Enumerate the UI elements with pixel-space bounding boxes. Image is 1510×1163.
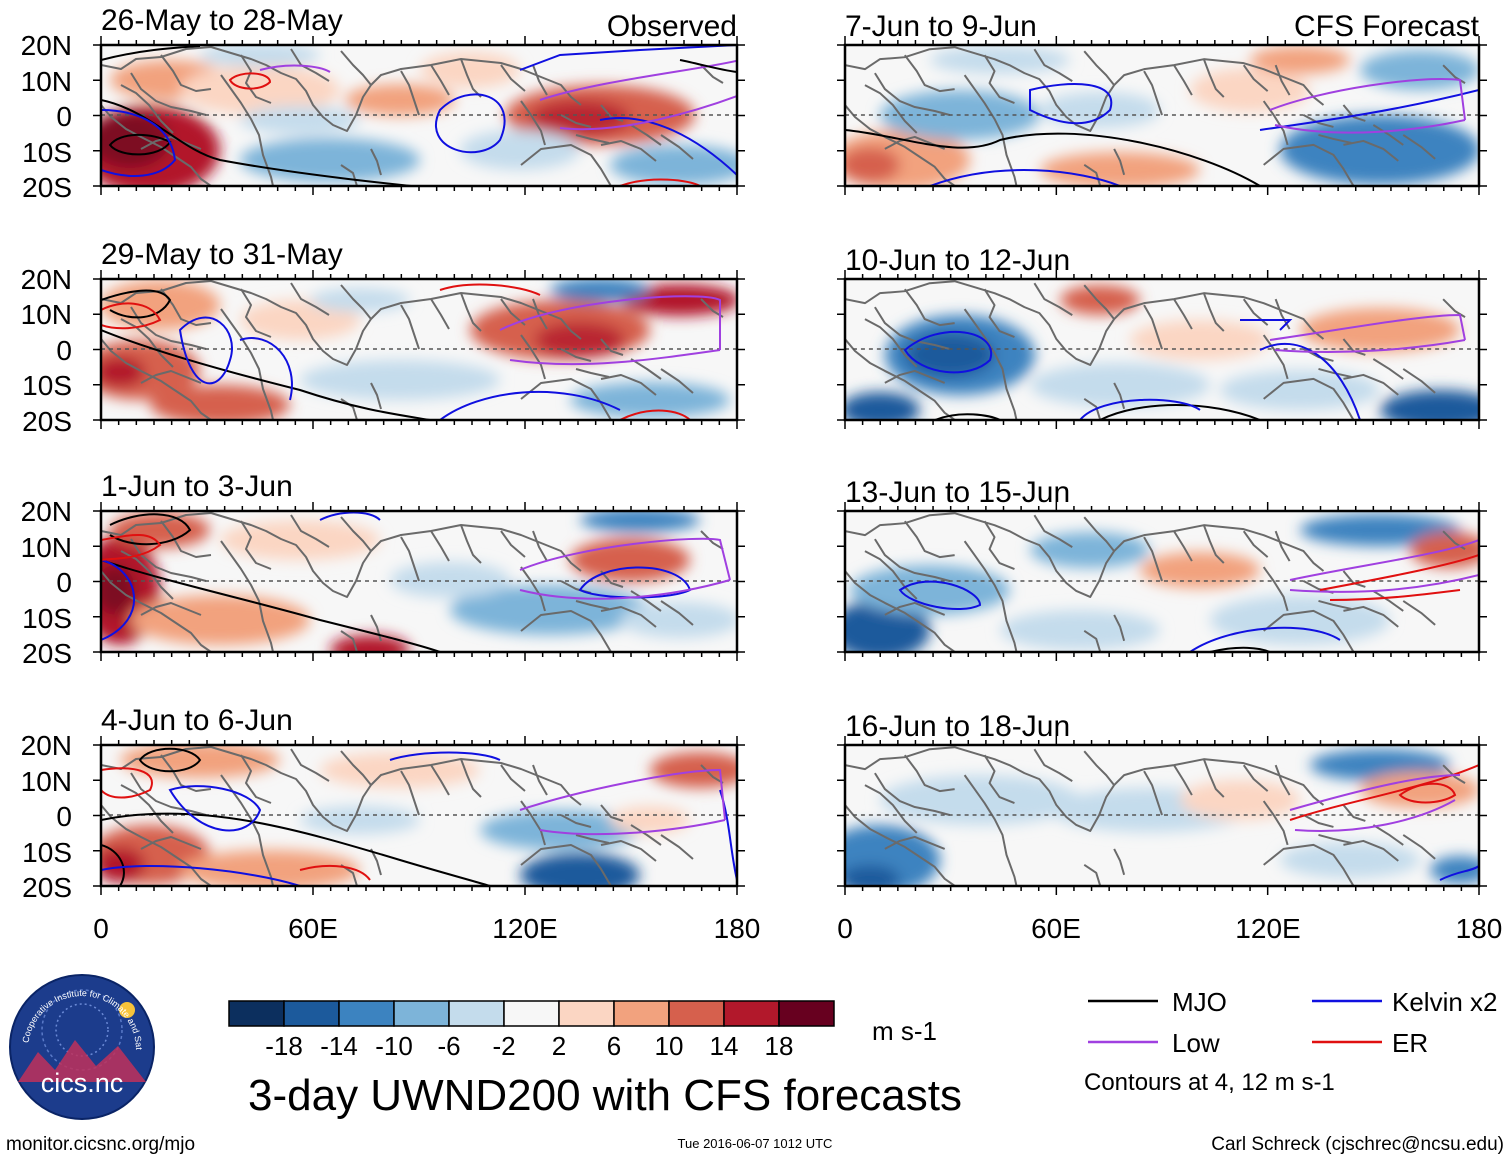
lon-label: 180 — [1456, 913, 1503, 944]
colorbar-swatch — [668, 1000, 725, 1027]
panel-title: 29-May to 31-May — [101, 238, 343, 271]
lat-label: 0 — [56, 335, 72, 366]
panel-title: 4-Jun to 6-Jun — [101, 704, 293, 737]
map-panel-forecast-4 — [845, 745, 1479, 886]
panel-title: 1-Jun to 3-Jun — [101, 470, 293, 503]
colorbar-swatch — [283, 1000, 340, 1027]
panel-title: 7-Jun to 9-Jun — [845, 10, 1037, 43]
footer-url[interactable]: monitor.cicsnc.org/mjo — [6, 1134, 195, 1155]
lon-label: 120E — [1235, 913, 1300, 944]
lat-label: 20N — [21, 496, 72, 527]
colorbar-label: -18 — [265, 1031, 303, 1061]
colorbar-label: 14 — [710, 1031, 739, 1061]
panel-title: 16-Jun to 18-Jun — [845, 710, 1070, 743]
colorbar-swatch — [778, 1000, 835, 1027]
map-panel-observed-2 — [101, 279, 737, 420]
lat-label: 10S — [22, 837, 72, 868]
map-panel-observed-4 — [101, 745, 737, 886]
lat-label: 10S — [22, 370, 72, 401]
lon-label: 0 — [837, 913, 853, 944]
latitude-labels: 20N 10N 0 10S 20S 20N 10N 0 10S 20S 20N … — [21, 30, 72, 903]
footer-timestamp: Tue 2016-06-07 1012 UTC — [678, 1136, 833, 1151]
longitude-labels: 0 60E 120E 180 0 60E 120E 180 — [93, 913, 1502, 944]
lon-label: 0 — [93, 913, 109, 944]
lat-label: 0 — [56, 101, 72, 132]
colorbar-labels: -18 -14 -10 -6 -2 2 6 10 14 18 — [265, 1031, 793, 1061]
lat-label: 20N — [21, 30, 72, 61]
panel-title: 10-Jun to 12-Jun — [845, 244, 1070, 277]
panel-frames — [93, 36, 1487, 895]
legend-label-low: Low — [1172, 1028, 1220, 1058]
lon-label: 180 — [714, 913, 761, 944]
lat-label: 20N — [21, 730, 72, 761]
panel-title: 26-May to 28-May — [101, 4, 343, 37]
map-panel-forecast-2 — [845, 279, 1479, 420]
legend-label-kelvin: Kelvin x2 — [1392, 987, 1498, 1017]
lat-label: 10N — [21, 532, 72, 563]
lat-label: 10N — [21, 766, 72, 797]
lat-label: 20S — [22, 638, 72, 669]
lon-label: 60E — [288, 913, 338, 944]
footer-author: Carl Schreck (cjschrec@ncsu.edu) — [1211, 1134, 1504, 1155]
lat-label: 0 — [56, 567, 72, 598]
main-title: 3-day UWND200 with CFS forecasts — [248, 1071, 962, 1120]
colorbar-label: 18 — [765, 1031, 794, 1061]
colorbar-swatch — [723, 1000, 780, 1027]
map-panel-observed-1 — [101, 45, 737, 186]
colorbar-label: 10 — [655, 1031, 684, 1061]
colorbar — [228, 1000, 835, 1027]
logo-text: cics.nc — [41, 1068, 124, 1098]
panel-titles: 26-May to 28-May 29-May to 31-May 1-Jun … — [101, 4, 1480, 743]
lat-label: 10N — [21, 299, 72, 330]
observed-header: Observed — [607, 10, 737, 43]
colorbar-label: -2 — [492, 1031, 515, 1061]
colorbar-swatch — [338, 1000, 395, 1027]
colorbar-swatch — [448, 1000, 505, 1027]
lat-label: 20S — [22, 406, 72, 437]
colorbar-label: -14 — [320, 1031, 358, 1061]
lat-label: 10N — [21, 66, 72, 97]
lon-label: 120E — [492, 913, 557, 944]
colorbar-swatch — [228, 1000, 285, 1027]
lat-label: 0 — [56, 801, 72, 832]
colorbar-label: -6 — [437, 1031, 460, 1061]
lat-label: 20S — [22, 172, 72, 203]
forecast-header: CFS Forecast — [1294, 10, 1480, 43]
contour-legend: MJO Kelvin x2 Low ER Contours at 4, 12 m… — [1084, 987, 1498, 1096]
colorbar-swatch — [558, 1000, 615, 1027]
colorbar-swatch — [613, 1000, 670, 1027]
map-panel-observed-3 — [101, 511, 737, 652]
lat-label: 20N — [21, 264, 72, 295]
colorbar-label: 2 — [552, 1031, 566, 1061]
colorbar-label: -10 — [375, 1031, 413, 1061]
colorbar-units: m s-1 — [872, 1016, 937, 1046]
lat-label: 10S — [22, 603, 72, 634]
legend-label-er: ER — [1392, 1028, 1428, 1058]
legend-note: Contours at 4, 12 m s-1 — [1084, 1069, 1335, 1096]
lat-label: 10S — [22, 137, 72, 168]
colorbar-label: 6 — [607, 1031, 621, 1061]
panel-title: 13-Jun to 15-Jun — [845, 476, 1070, 509]
lon-label: 60E — [1031, 913, 1081, 944]
lat-label: 20S — [22, 872, 72, 903]
map-panel-forecast-1 — [845, 45, 1479, 186]
map-panel-forecast-3 — [845, 511, 1479, 652]
colorbar-swatch — [393, 1000, 450, 1027]
colorbar-swatch — [503, 1000, 560, 1027]
legend-label-mjo: MJO — [1172, 987, 1227, 1017]
